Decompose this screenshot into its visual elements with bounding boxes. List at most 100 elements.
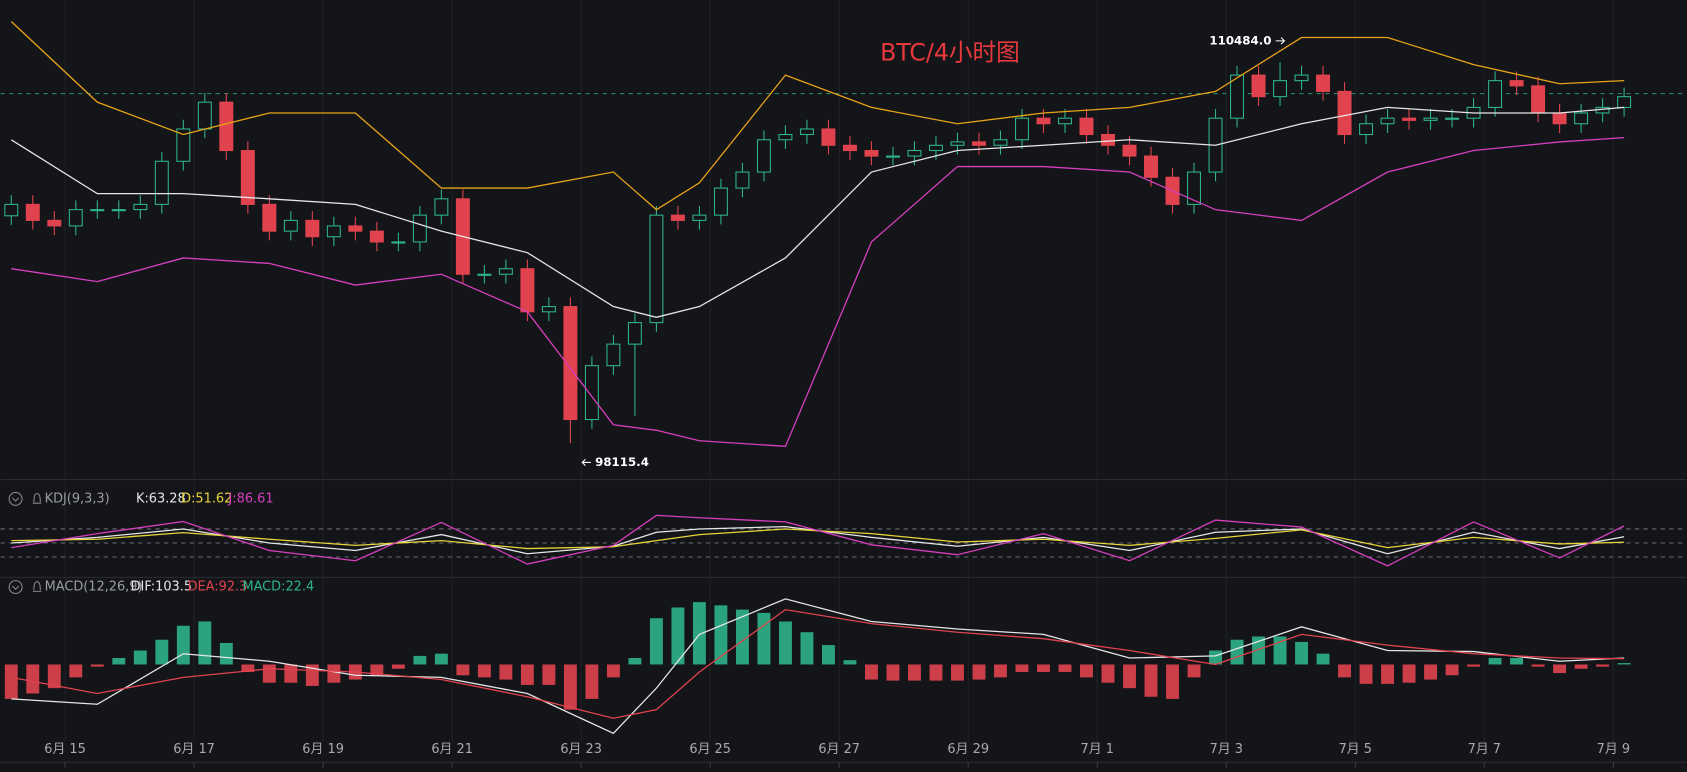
candle-body	[1036, 117, 1051, 125]
chevron	[11, 497, 20, 502]
candle-body	[197, 101, 212, 130]
macd-bar	[1037, 664, 1050, 673]
candle-body	[412, 214, 427, 243]
line	[11, 598, 1625, 735]
macd-bar	[112, 657, 126, 665]
candle-body	[606, 343, 621, 367]
x-tick-label: 7月 9	[1597, 742, 1630, 757]
macd-bar	[1123, 664, 1136, 689]
line	[11, 528, 1625, 550]
macd-bar	[1467, 664, 1481, 667]
legend-title: MACD(12,26,9)	[45, 580, 143, 595]
x-tick-label: 6月 17	[173, 742, 215, 757]
candle-body	[1552, 112, 1567, 125]
candle-body	[4, 203, 19, 217]
macd-bar	[1359, 664, 1373, 684]
candle-body	[928, 144, 943, 152]
macd-bar	[69, 664, 83, 678]
candle-body	[842, 144, 857, 152]
macd-bar	[1015, 664, 1029, 673]
macd-bar	[606, 664, 620, 678]
candle-body	[649, 214, 664, 324]
legend-entry: D:51.62	[181, 491, 232, 506]
macd-bar	[26, 664, 40, 694]
macd-bar	[821, 645, 835, 665]
macd-bar	[1617, 663, 1631, 665]
macd-bar	[951, 664, 964, 681]
candle-body	[1122, 144, 1137, 157]
macd-bar	[1510, 657, 1524, 665]
candle-body	[1079, 117, 1094, 136]
macd-bar	[499, 664, 513, 680]
macd-bar	[994, 664, 1007, 678]
legend-entry: DIF:103.5	[131, 580, 192, 595]
candle-body	[1273, 80, 1288, 98]
macd-bar	[886, 664, 900, 681]
candle-body	[1058, 117, 1072, 125]
candle-body	[1101, 133, 1115, 146]
candle-body	[68, 209, 83, 227]
x-tick-label: 7月 1	[1081, 742, 1114, 757]
annotation-arrow	[1275, 37, 1286, 45]
candle-body	[1251, 74, 1266, 98]
macd-bar	[1166, 664, 1179, 699]
candle-body	[240, 149, 255, 205]
candle-body	[670, 214, 685, 221]
macd-bar	[800, 632, 814, 665]
candle-body	[25, 203, 40, 221]
candle-body	[262, 203, 277, 232]
macd-bar	[241, 664, 255, 673]
macd-bar	[434, 653, 448, 665]
candle-body	[971, 141, 986, 146]
macd-bar	[1230, 639, 1244, 665]
macd-bar	[1445, 664, 1459, 676]
line	[11, 608, 1625, 719]
candle-body	[735, 171, 750, 189]
candle-body	[1574, 112, 1589, 125]
macd-bar	[1295, 641, 1308, 665]
candle-body	[627, 322, 642, 345]
candle-body	[1144, 155, 1158, 178]
macd-legend: MACD(12,26,9) DIF:103.5 DEA:92.3 MACD:22…	[8, 580, 314, 595]
candle-body	[950, 141, 965, 146]
macd-bar	[649, 618, 663, 665]
chart-title: BTC/4小时图	[880, 38, 1020, 66]
x-tick-label: 6月 29	[947, 742, 989, 757]
macd-bar	[714, 605, 728, 665]
candle-body	[283, 219, 298, 232]
candle-body	[713, 187, 728, 216]
collapse-icon[interactable]	[8, 491, 23, 506]
macd-bar	[671, 607, 685, 665]
line	[10, 21, 1625, 211]
macd-bar	[1531, 664, 1545, 667]
macd-bar	[155, 639, 169, 665]
candle-body	[1359, 123, 1374, 136]
candle-body	[47, 219, 62, 227]
candle-body	[1337, 90, 1352, 136]
macd-bar	[1574, 664, 1588, 669]
candle-body	[1316, 74, 1331, 92]
macd-bar	[370, 664, 384, 676]
macd-bar	[1209, 650, 1222, 665]
candle-body	[1531, 85, 1546, 114]
macd-bar	[1596, 664, 1610, 667]
candle-body	[326, 225, 341, 238]
bell-icon[interactable]	[32, 581, 42, 592]
candle-body	[477, 273, 492, 276]
candle-body	[520, 268, 535, 313]
candle-body	[369, 230, 384, 243]
macd-bar	[1101, 664, 1115, 683]
candle-body	[1187, 171, 1202, 205]
candle-body	[305, 219, 320, 238]
candle-body	[756, 139, 771, 173]
candle-body	[1402, 117, 1417, 121]
annotation: 98115.4	[595, 455, 649, 469]
collapse-icon[interactable]	[8, 580, 23, 595]
candle-body	[111, 209, 126, 212]
macd-bar	[1402, 664, 1416, 683]
bell-icon[interactable]	[32, 492, 42, 504]
macd-bar	[4, 664, 18, 699]
macd-bar	[735, 609, 749, 665]
